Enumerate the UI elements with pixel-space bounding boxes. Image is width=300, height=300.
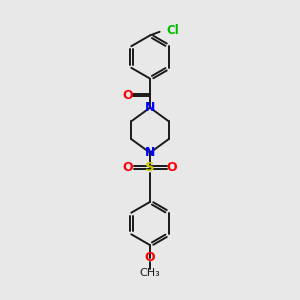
Text: O: O	[167, 160, 177, 174]
Text: O: O	[145, 251, 155, 264]
Text: O: O	[122, 88, 133, 102]
Text: CH₃: CH₃	[140, 268, 160, 278]
Text: N: N	[145, 100, 155, 114]
Text: O: O	[123, 160, 134, 174]
Text: Cl: Cl	[167, 24, 179, 37]
Text: N: N	[145, 146, 155, 159]
Text: S: S	[145, 161, 155, 174]
